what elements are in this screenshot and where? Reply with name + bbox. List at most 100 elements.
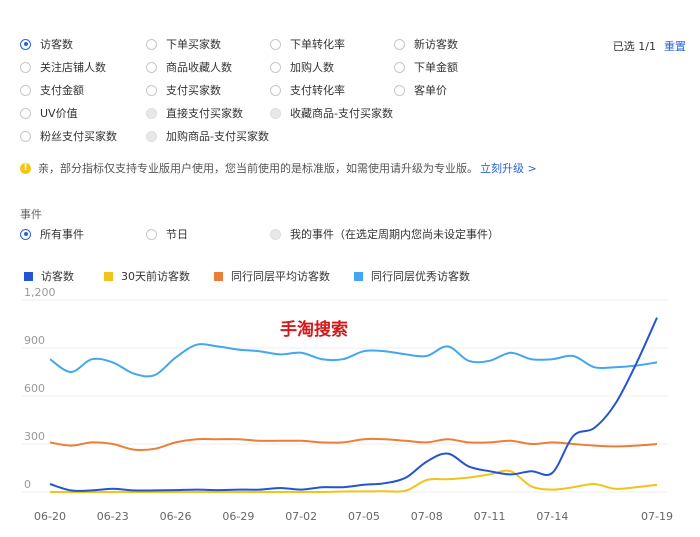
x-tick-label: 06-20 <box>34 510 66 523</box>
line-chart: 0 300 600 900 1,200 06-20 06-23 06-26 06-29 07-02… <box>22 286 673 523</box>
notice-text: 亲，部分指标仅支持专业版用户使用，您当前使用的是标准版，如需使用请升级为专业版。 <box>38 162 478 175</box>
metric-row: 粉丝支付买家数 加购商品-支付买家数 <box>20 128 540 151</box>
metric-label: 支付金额 <box>40 84 84 97</box>
metric-label: 关注店铺人数 <box>40 61 106 74</box>
legend-label: 30天前访客数 <box>121 270 190 283</box>
reset-link[interactable]: 重置 <box>664 40 686 53</box>
upgrade-notice: ! 亲，部分指标仅支持专业版用户使用，您当前使用的是标准版，如需使用请升级为专业… <box>20 160 537 176</box>
event-option[interactable]: 节日 <box>146 226 188 242</box>
y-tick-label: 0 <box>24 478 31 491</box>
metric-label: UV价值 <box>40 107 78 120</box>
metric-radio <box>270 107 281 119</box>
legend-swatch <box>24 271 33 281</box>
metric-option[interactable]: 下单金额 <box>394 59 458 75</box>
metric-row: 访客数 下单买家数 下单转化率 新访客数 <box>20 36 540 59</box>
x-tick-label: 06-26 <box>160 510 192 523</box>
x-tick-label: 07-08 <box>411 510 443 523</box>
legend-label: 同行同层优秀访客数 <box>371 270 470 283</box>
metric-radio[interactable] <box>146 38 157 50</box>
metric-radio <box>146 107 157 119</box>
x-tick-label: 07-19 <box>641 510 673 523</box>
metric-label: 收藏商品-支付买家数 <box>290 107 393 120</box>
selection-summary: 已选 1/1 重置 <box>613 38 686 54</box>
y-tick-label: 900 <box>24 334 45 347</box>
metric-option: 收藏商品-支付买家数 <box>270 105 393 121</box>
metric-radio[interactable] <box>146 61 157 73</box>
metric-option[interactable]: 访客数 <box>20 36 73 52</box>
metric-option[interactable]: 新访客数 <box>394 36 458 52</box>
event-radio <box>270 228 281 240</box>
metric-radio[interactable] <box>20 107 31 119</box>
legend-item[interactable]: 同行同层优秀访客数 <box>354 268 470 284</box>
event-option[interactable]: 所有事件 <box>20 226 84 242</box>
x-tick-label: 07-14 <box>536 510 568 523</box>
metric-radio <box>146 130 157 142</box>
metric-row: 支付金额 支付买家数 支付转化率 客单价 <box>20 82 540 105</box>
metric-label: 直接支付买家数 <box>166 107 243 120</box>
x-tick-label: 07-05 <box>348 510 380 523</box>
event-label: 所有事件 <box>40 228 84 241</box>
event-label: 我的事件（在选定周期内您尚未设定事件） <box>290 228 499 241</box>
event-option: 我的事件（在选定周期内您尚未设定事件） <box>270 226 499 242</box>
metric-row: 关注店铺人数 商品收藏人数 加购人数 下单金额 <box>20 59 540 82</box>
metric-label: 下单买家数 <box>166 38 221 51</box>
metric-radio[interactable] <box>146 84 157 96</box>
metric-option[interactable]: 下单转化率 <box>270 36 345 52</box>
metric-label: 商品收藏人数 <box>166 61 232 74</box>
upgrade-link[interactable]: 立刻升级 > <box>480 162 537 175</box>
metric-radio[interactable] <box>20 38 31 50</box>
metric-radio[interactable] <box>20 130 31 142</box>
metric-option[interactable]: 商品收藏人数 <box>146 59 232 75</box>
x-tick-label: 07-11 <box>474 510 506 523</box>
metric-radio[interactable] <box>270 84 281 96</box>
legend-item[interactable]: 同行同层平均访客数 <box>214 268 330 284</box>
metric-option[interactable]: 支付金额 <box>20 82 84 98</box>
metric-selector: 访客数 下单买家数 下单转化率 新访客数关注店铺人数 商品收藏人数 加购人数 下单金额支付金… <box>20 36 540 151</box>
selection-count: 已选 1/1 <box>612 40 656 53</box>
metric-option[interactable]: 客单价 <box>394 82 447 98</box>
legend-swatch <box>214 271 223 281</box>
event-selector: 所有事件 节日 我的事件（在选定周期内您尚未设定事件） <box>20 226 620 244</box>
x-tick-label: 06-29 <box>222 510 254 523</box>
metric-radio[interactable] <box>20 61 31 73</box>
series-line <box>49 437 658 452</box>
chart-legend: 访客数 30天前访客数 同行同层平均访客数 同行同层优秀访客数 <box>24 268 624 284</box>
metric-radio[interactable] <box>394 38 405 50</box>
metric-option[interactable]: UV价值 <box>20 105 78 121</box>
metric-radio[interactable] <box>394 84 405 96</box>
y-tick-label: 600 <box>24 382 45 395</box>
legend-item[interactable]: 30天前访客数 <box>104 268 190 284</box>
series-line <box>50 469 658 494</box>
metric-label: 支付转化率 <box>290 84 345 97</box>
metric-option[interactable]: 支付转化率 <box>270 82 345 98</box>
metric-label: 加购商品-支付买家数 <box>166 130 269 143</box>
legend-label: 访客数 <box>41 270 74 283</box>
metric-option[interactable]: 关注店铺人数 <box>20 59 106 75</box>
y-tick-label: 300 <box>24 430 45 443</box>
metric-row: UV价值 直接支付买家数 收藏商品-支付买家数 <box>20 105 540 128</box>
metric-option[interactable]: 下单买家数 <box>146 36 221 52</box>
metric-radio[interactable] <box>394 61 405 73</box>
event-radio[interactable] <box>146 228 157 240</box>
metric-label: 加购人数 <box>290 61 334 74</box>
legend-swatch <box>354 271 363 281</box>
metric-label: 支付买家数 <box>166 84 221 97</box>
metric-label: 下单转化率 <box>290 38 345 51</box>
x-tick-label: 07-02 <box>285 510 317 523</box>
metric-option[interactable]: 支付买家数 <box>146 82 221 98</box>
event-radio[interactable] <box>20 228 31 240</box>
metric-radio[interactable] <box>20 84 31 96</box>
events-title: 事件 <box>20 208 42 221</box>
metric-label: 访客数 <box>40 38 73 51</box>
y-tick-label: 1,200 <box>24 286 56 299</box>
metric-option[interactable]: 粉丝支付买家数 <box>20 128 117 144</box>
metric-radio[interactable] <box>270 61 281 73</box>
legend-label: 同行同层平均访客数 <box>231 270 330 283</box>
metric-label: 下单金额 <box>414 61 458 74</box>
metric-label: 新访客数 <box>414 38 458 51</box>
warning-icon: ! <box>20 162 31 174</box>
metric-radio[interactable] <box>270 38 281 50</box>
metric-option[interactable]: 加购人数 <box>270 59 334 75</box>
legend-item[interactable]: 访客数 <box>24 268 74 284</box>
legend-swatch <box>104 271 113 281</box>
